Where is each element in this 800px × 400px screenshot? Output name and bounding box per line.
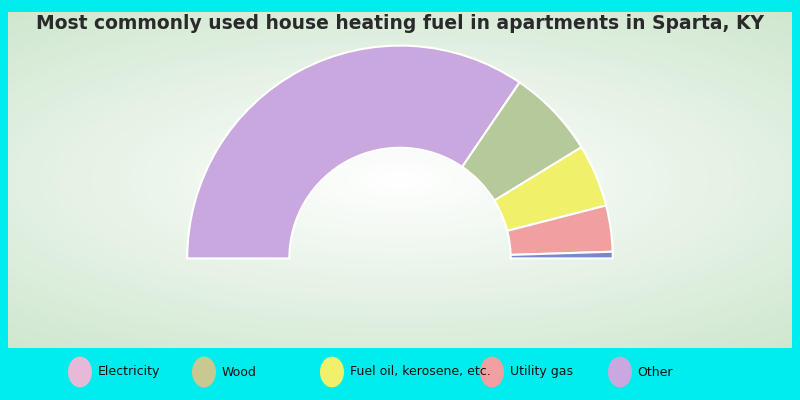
Ellipse shape — [320, 357, 344, 387]
Ellipse shape — [480, 357, 504, 387]
Wedge shape — [462, 82, 582, 200]
Text: Utility gas: Utility gas — [510, 366, 573, 378]
Text: Fuel oil, kerosene, etc.: Fuel oil, kerosene, etc. — [350, 366, 490, 378]
Wedge shape — [507, 206, 613, 255]
Text: Electricity: Electricity — [98, 366, 160, 378]
Ellipse shape — [608, 357, 632, 387]
Wedge shape — [494, 147, 606, 231]
Text: Other: Other — [638, 366, 673, 378]
Text: Most commonly used house heating fuel in apartments in Sparta, KY: Most commonly used house heating fuel in… — [36, 14, 764, 33]
Ellipse shape — [68, 357, 92, 387]
Text: Wood: Wood — [222, 366, 257, 378]
Wedge shape — [510, 252, 613, 258]
Wedge shape — [187, 46, 520, 258]
Ellipse shape — [192, 357, 216, 387]
